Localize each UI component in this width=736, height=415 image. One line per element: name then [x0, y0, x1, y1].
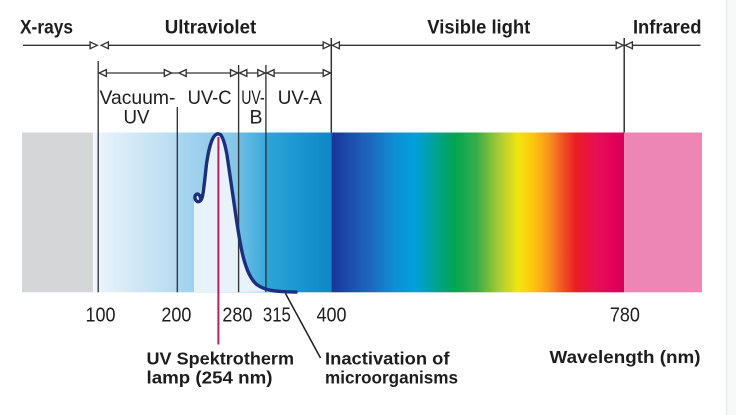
- svg-text:Wavelength (nm): Wavelength (nm): [550, 347, 701, 367]
- svg-text:UV-A: UV-A: [278, 87, 322, 109]
- svg-text:UV Spektrotherm: UV Spektrotherm: [147, 349, 295, 369]
- svg-text:microorganisms: microorganisms: [325, 368, 458, 388]
- svg-text:Visible light: Visible light: [427, 18, 531, 39]
- svg-text:UV-: UV-: [241, 87, 265, 109]
- svg-text:X-rays: X-rays: [20, 18, 73, 39]
- svg-text:Inactivation of: Inactivation of: [325, 349, 450, 369]
- svg-text:UV: UV: [124, 107, 150, 129]
- svg-text:315: 315: [263, 305, 291, 327]
- svg-text:B: B: [249, 107, 262, 129]
- svg-text:400: 400: [317, 305, 347, 327]
- svg-text:780: 780: [610, 305, 640, 327]
- svg-text:Vacuum-: Vacuum-: [100, 87, 176, 109]
- svg-text:280: 280: [222, 305, 252, 327]
- svg-text:Infrared: Infrared: [633, 18, 702, 39]
- svg-text:lamp (254 nm): lamp (254 nm): [147, 368, 273, 388]
- svg-text:100: 100: [86, 305, 116, 327]
- svg-text:200: 200: [161, 305, 191, 327]
- svg-text:UV-C: UV-C: [188, 87, 232, 109]
- svg-text:Ultraviolet: Ultraviolet: [165, 18, 257, 39]
